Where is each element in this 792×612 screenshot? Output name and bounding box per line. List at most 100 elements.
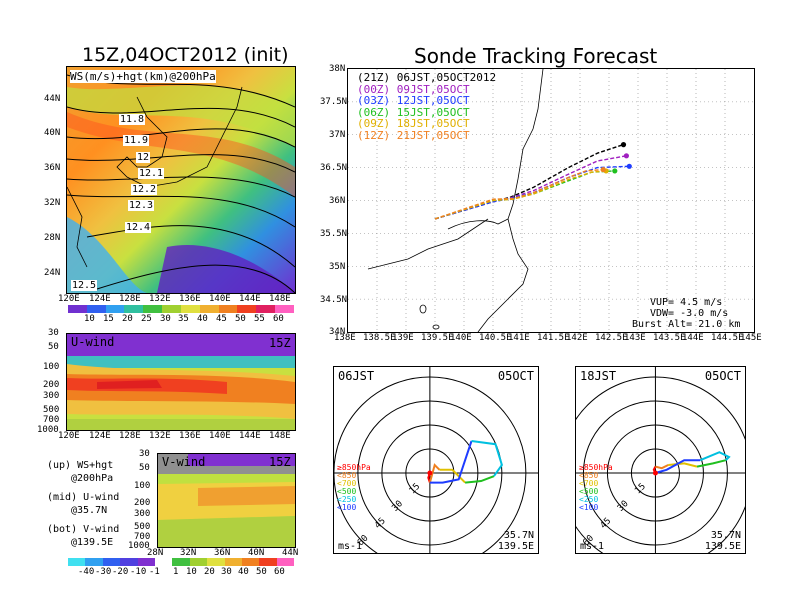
p-tick: 1000 [128, 541, 150, 551]
legend-mid-2: @35.7N [71, 505, 108, 516]
lon-tick: 136E [179, 431, 201, 441]
vwind-title: V-wind [162, 455, 206, 469]
uwind-time: 15Z [269, 336, 291, 350]
contour-label: 11.9 [123, 135, 150, 146]
hodo-unit: ms-1 [338, 541, 362, 552]
p-tick: 30 [139, 449, 150, 459]
lon-tick: 144.5E [711, 333, 744, 343]
p-tick: 700 [134, 532, 151, 542]
legend-entry: (09Z) 18JST,05OCT [357, 117, 470, 130]
lon-tick: 124E [89, 431, 111, 441]
map-title: 15Z,04OCT2012 (init) [82, 44, 289, 66]
colorbar-label: 60 [273, 314, 284, 324]
hodo-date: 05OCT [498, 369, 534, 383]
lon-tick: 145E [740, 333, 762, 343]
legend-entry: (06Z) 15JST,05OCT [357, 105, 470, 119]
contour-label: 12.2 [131, 184, 158, 195]
vwind-time: 15Z [269, 455, 291, 469]
lon-tick: 140.5E [479, 333, 512, 343]
lon-tick: 138.5E [363, 333, 396, 343]
lon-tick: 139.5E [421, 333, 454, 343]
lon-tick: 136E [179, 294, 201, 304]
p-tick: 300 [43, 391, 60, 401]
lon-tick: 120E [58, 431, 80, 441]
p-tick: 200 [43, 380, 60, 390]
wind-colorbar [68, 558, 295, 566]
lon-tick: 128E [119, 431, 141, 441]
layer-legend-entry: <100 [337, 503, 356, 512]
colorbar-label: 35 [178, 314, 189, 324]
lon-tick: 144E [682, 333, 704, 343]
lon-tick: 138E [334, 333, 356, 343]
lat-tick: 35N [329, 262, 346, 272]
lon-tick: 140E [209, 294, 231, 304]
lat-tick: 36N [329, 196, 346, 206]
lon-tick: 140E [209, 431, 231, 441]
uwind-title: U-wind [71, 335, 115, 349]
colorbar-label: -10 [130, 567, 147, 577]
lat-tick: 40N [44, 128, 61, 138]
colorbar-label: 45 [216, 314, 227, 324]
ring-label: 15 [633, 482, 648, 497]
lat-tick: 36.5N [320, 163, 348, 173]
track-endpoint-5 [600, 166, 606, 173]
lon-tick: 143.5E [653, 333, 686, 343]
track-line-0 [434, 143, 624, 220]
layer-legend-entry: ≥850hPa [579, 463, 613, 472]
lat-tick: 44N [44, 94, 61, 104]
hodo-segment-3 [696, 459, 727, 468]
p-tick: 30 [48, 328, 59, 338]
lat-tick: 34.5N [320, 295, 348, 305]
hodograph-06jst: 15 30 45 60 06JST 05OCT ms-1 35.7N 139.5E ≥850hPa… [333, 366, 539, 554]
lat-tick: 24N [44, 268, 61, 278]
vwind-panel [157, 453, 296, 548]
colorbar-label: 20 [204, 567, 215, 577]
hodo-unit: ms-1 [580, 541, 604, 552]
colorbar-label: 30 [160, 314, 171, 324]
contour-label: 12.4 [125, 222, 152, 233]
layer-legend-entry: <850 [337, 471, 356, 480]
p-tick: 500 [134, 522, 151, 532]
hodo-segment-1 [428, 463, 441, 483]
lon-tick: 142E [566, 333, 588, 343]
ring-label: 30 [390, 499, 405, 514]
p-tick: 1000 [37, 425, 59, 435]
legend-mid-1: (mid) U-wind [47, 492, 120, 503]
lat-tick: 36N [214, 548, 231, 558]
lat-tick: 28N [44, 233, 61, 243]
lon-tick: 144E [239, 431, 261, 441]
contour-label: 12.1 [138, 168, 165, 179]
hodo-segment-4 [429, 440, 473, 484]
lat-tick: 28N [147, 548, 164, 558]
contour-label: 11.8 [119, 114, 146, 125]
lon-tick: 120E [58, 294, 80, 304]
colorbar-label: 55 [254, 314, 265, 324]
colorbar-label: 20 [122, 314, 133, 324]
lon-tick: 141.5E [537, 333, 570, 343]
p-tick: 100 [134, 481, 151, 491]
hodo-segment-3 [465, 475, 495, 484]
track-line-4 [434, 170, 607, 220]
track-endpoint-2 [626, 163, 632, 169]
track-endpoint-3 [612, 168, 618, 174]
layer-legend-entry: <250 [337, 495, 356, 504]
lon-tick: 143E [624, 333, 646, 343]
contour-label: 12.5 [71, 280, 98, 291]
lat-tick: 35.5N [320, 229, 348, 239]
colorbar-label: 50 [235, 314, 246, 324]
colorbar-label: 30 [221, 567, 232, 577]
layer-legend-entry: <700 [337, 479, 356, 488]
hodo-location: 35.7N [711, 530, 741, 541]
colorbar-label: -30 [95, 567, 112, 577]
track-plot [347, 68, 755, 333]
layer-legend-entry: ≥850hPa [337, 463, 371, 472]
colorbar-label: 10 [84, 314, 95, 324]
p-tick: 700 [43, 415, 60, 425]
track-title: Sonde Tracking Forecast [414, 44, 658, 68]
hodo-time: 18JST [580, 369, 616, 383]
contour-label: 12.3 [128, 200, 155, 211]
track-svg [348, 69, 754, 332]
info-vdw: VDW= -3.0 m/s [650, 308, 729, 319]
lon-tick: 124E [89, 294, 111, 304]
